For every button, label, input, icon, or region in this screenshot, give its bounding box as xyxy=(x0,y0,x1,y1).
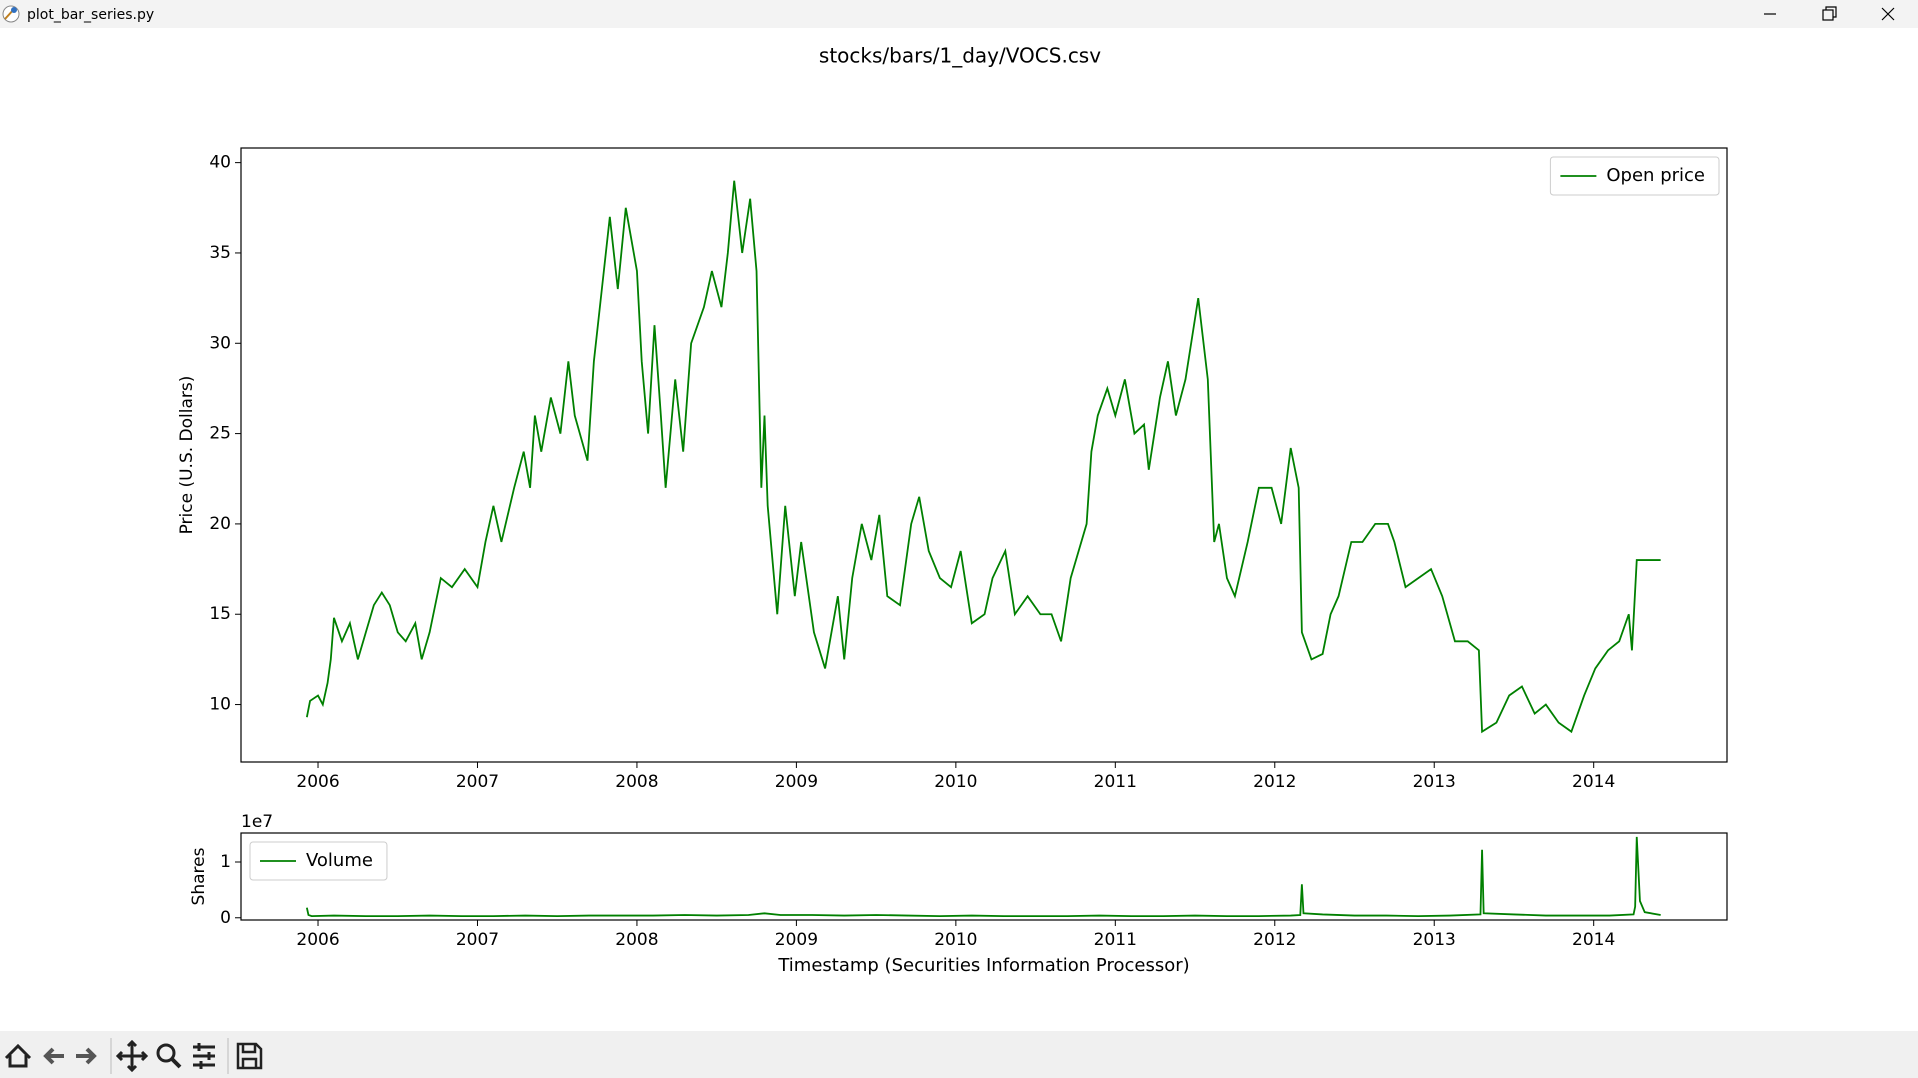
price-line xyxy=(305,836,1661,918)
toolbar xyxy=(0,1031,1918,1078)
x-tick-label: 2013 xyxy=(1413,772,1456,792)
figure-title: stocks/bars/1_day/VOCS.csv xyxy=(819,44,1101,68)
pan-button[interactable] xyxy=(115,1039,149,1073)
axes-frame xyxy=(240,832,1728,921)
y-tick-label: 40 xyxy=(209,153,231,173)
y-tick-label: 20 xyxy=(209,514,231,534)
x-tick-label: 2008 xyxy=(615,930,658,950)
x-tick-label: 2011 xyxy=(1094,772,1137,792)
legend-label: Open price xyxy=(1606,165,1705,186)
x-tick-label: 2006 xyxy=(296,930,339,950)
y-tick-label: 35 xyxy=(209,243,231,263)
x-tick-label: 2010 xyxy=(934,930,977,950)
x-tick-label: 2014 xyxy=(1572,930,1615,950)
zoom-button[interactable] xyxy=(156,1043,182,1069)
y-tick-label: 15 xyxy=(209,604,231,624)
x-tick-label: 2006 xyxy=(296,772,339,792)
legend: Open price xyxy=(1549,156,1720,196)
y-tick-label: 30 xyxy=(209,333,231,353)
x-axis-label: Timestamp (Securities Information Proces… xyxy=(777,955,1189,976)
back-button[interactable] xyxy=(43,1047,64,1065)
x-tick-label: 2008 xyxy=(615,772,658,792)
y-tick-label: 1 xyxy=(220,852,231,872)
plot-area xyxy=(305,836,1661,918)
x-tick-label: 2010 xyxy=(934,772,977,792)
y-tick-label: 0 xyxy=(220,908,231,928)
x-tick-label: 2012 xyxy=(1253,772,1296,792)
window-title: plot_bar_series.py xyxy=(27,7,154,23)
forward-button[interactable] xyxy=(76,1047,97,1065)
restore-button[interactable] xyxy=(1822,6,1837,21)
legend-box xyxy=(1549,156,1720,196)
home-button[interactable] xyxy=(4,1043,32,1068)
legend: Volume xyxy=(249,841,388,881)
y-axis-label: Price (U.S. Dollars) xyxy=(177,376,197,535)
y-axis-label: Shares xyxy=(189,847,209,905)
title-bar xyxy=(0,0,1918,28)
close-button[interactable] xyxy=(1881,7,1895,21)
legend-box xyxy=(249,841,388,881)
x-tick-label: 2009 xyxy=(775,772,818,792)
x-tick-label: 2009 xyxy=(775,930,818,950)
legend-label: Volume xyxy=(306,850,373,871)
x-tick-label: 2012 xyxy=(1253,930,1296,950)
x-tick-label: 2007 xyxy=(456,930,499,950)
x-tick-label: 2011 xyxy=(1094,930,1137,950)
price-line xyxy=(305,180,1661,734)
offset-label: 1e7 xyxy=(241,812,273,832)
app-icon xyxy=(2,5,20,23)
x-tick-label: 2007 xyxy=(456,772,499,792)
axes-frame xyxy=(240,147,1728,763)
x-tick-label: 2014 xyxy=(1572,772,1615,792)
y-tick-label: 10 xyxy=(209,695,231,715)
save-button[interactable] xyxy=(236,1042,263,1070)
y-tick-label: 25 xyxy=(209,424,231,444)
configure-button[interactable] xyxy=(193,1043,215,1069)
plot-area xyxy=(305,180,1661,734)
x-tick-label: 2013 xyxy=(1413,930,1456,950)
